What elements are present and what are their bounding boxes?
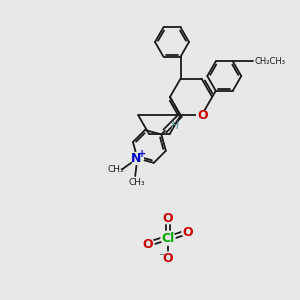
Circle shape	[162, 252, 174, 264]
Circle shape	[162, 212, 174, 224]
Text: O: O	[197, 109, 208, 122]
Text: CH₃: CH₃	[108, 165, 124, 174]
Text: O: O	[183, 226, 193, 238]
Circle shape	[131, 152, 143, 164]
Text: CH₃: CH₃	[129, 178, 146, 187]
Circle shape	[196, 110, 207, 120]
Text: H: H	[171, 121, 179, 131]
Circle shape	[142, 238, 154, 250]
Text: ⁻: ⁻	[158, 252, 164, 262]
Circle shape	[182, 226, 194, 238]
Text: CH₂CH₃: CH₂CH₃	[255, 57, 286, 66]
Text: N: N	[131, 152, 142, 165]
Text: +: +	[138, 149, 146, 159]
Text: O: O	[163, 212, 173, 224]
Text: O: O	[143, 238, 153, 250]
Circle shape	[161, 231, 175, 245]
Text: Cl: Cl	[161, 232, 175, 244]
Text: O: O	[163, 251, 173, 265]
